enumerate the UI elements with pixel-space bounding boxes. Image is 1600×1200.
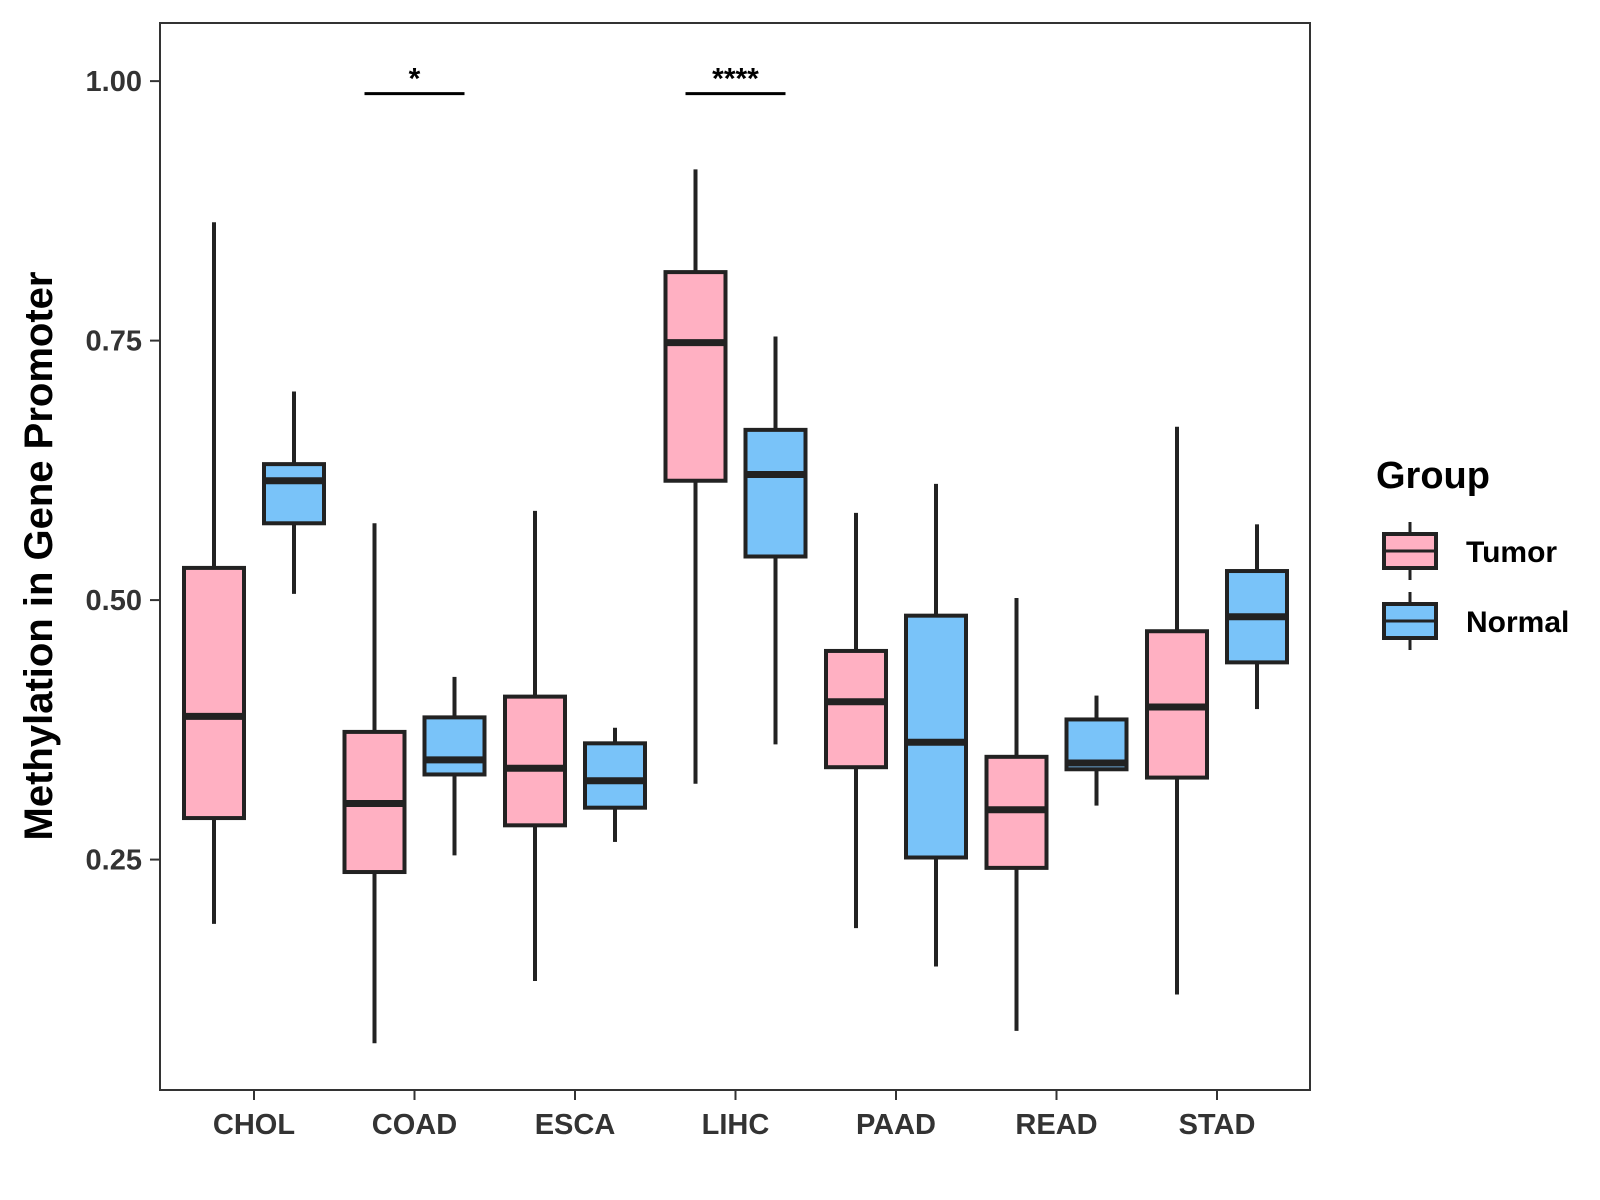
box-tumor-paad — [824, 512, 888, 929]
legend-item-normal: Normal — [1382, 592, 1569, 650]
box-tumor-read — [984, 598, 1049, 1031]
box-normal-coad — [422, 676, 487, 856]
box-normal-esca — [583, 727, 647, 842]
y-axis: 0.25 0.50 0.75 1.00 — [86, 66, 160, 877]
x-tick-label: COAD — [372, 1109, 457, 1141]
box-normal-read — [1064, 695, 1129, 806]
box-tumor-coad — [342, 523, 407, 1044]
iqr-box — [503, 694, 567, 828]
significance-annotations: * **** — [364, 63, 786, 96]
y-tick-label: 0.25 — [86, 845, 142, 877]
x-tick-label: READ — [1015, 1109, 1097, 1141]
legend: Group Tumor Normal — [1376, 455, 1569, 650]
box-tumor-esca — [503, 510, 567, 982]
iqr-box — [743, 427, 808, 559]
iqr-box — [262, 462, 326, 526]
legend-title: Group — [1376, 455, 1490, 497]
significance-label: **** — [712, 63, 759, 96]
box-series — [182, 169, 1289, 1044]
legend-item-tumor: Tumor — [1382, 522, 1557, 580]
x-tick-label: STAD — [1179, 1109, 1256, 1141]
x-tick-label: PAAD — [856, 1109, 936, 1141]
y-tick-label: 0.75 — [86, 326, 142, 358]
y-tick-label: 1.00 — [86, 66, 142, 98]
iqr-box — [583, 741, 647, 810]
box-normal-paad — [904, 483, 968, 967]
box-tumor-chol — [182, 222, 246, 924]
iqr-box — [422, 715, 487, 777]
legend-label: Tumor — [1466, 536, 1557, 569]
y-tick-label: 0.50 — [86, 585, 142, 617]
iqr-box — [824, 648, 888, 770]
box-normal-chol — [262, 391, 326, 594]
box-normal-lihc — [743, 336, 808, 745]
iqr-box — [904, 613, 968, 860]
box-tumor-lihc — [663, 169, 728, 784]
box-tumor-stad — [1145, 426, 1209, 995]
significance-label: * — [409, 63, 421, 96]
iqr-box — [663, 270, 728, 483]
x-tick-label: CHOL — [213, 1109, 295, 1141]
x-tick-label: LIHC — [702, 1109, 770, 1141]
y-axis-title: Methylation in Gene Promoter — [17, 272, 61, 841]
legend-label: Normal — [1466, 606, 1569, 639]
iqr-box — [182, 565, 246, 821]
x-tick-label: ESCA — [535, 1109, 616, 1141]
plot-panel-border — [159, 22, 1311, 1091]
box-normal-stad — [1225, 524, 1289, 710]
x-axis: CHOL COAD ESCA LIHC PAAD READ STAD — [213, 1090, 1255, 1141]
